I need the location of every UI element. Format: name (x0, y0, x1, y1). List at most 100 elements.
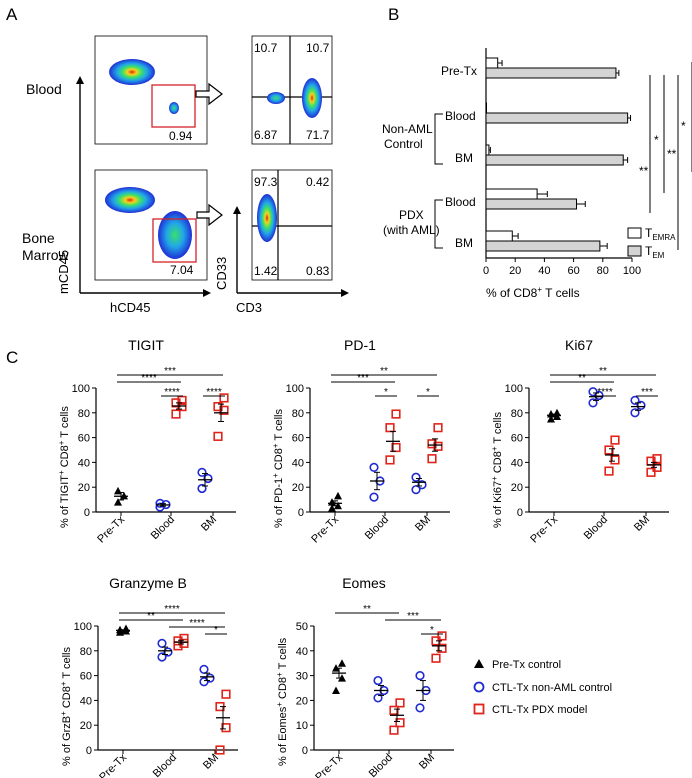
x-tick-label: Pre-Tx (528, 513, 560, 545)
flow-plot-bm-gating: 7.04 (94, 169, 223, 281)
sig-label-4: * (681, 119, 686, 133)
bar-chart-memory-subsets: 0 20 40 60 80 100 (483, 48, 641, 277)
data-point-pdx (427, 439, 437, 449)
arrowhead-up-left (76, 76, 84, 84)
flow-plot-blood-quadrant: 10.7 10.7 6.87 71.7 (251, 35, 333, 145)
y-tick-label: 60 (292, 433, 304, 445)
significance-label: *** (164, 366, 176, 377)
y-axis-label-part: T cells (492, 412, 504, 447)
plot-frame (94, 35, 208, 145)
y-tick-label: 40 (296, 646, 308, 658)
y-tick-label: 40 (511, 457, 523, 469)
legend-temra-t: T (645, 226, 653, 240)
data-point-pdx (610, 455, 620, 465)
bar-tem (485, 240, 601, 252)
data-point-pdx (433, 441, 443, 451)
significance-label: *** (641, 387, 653, 398)
data-point-pdx (610, 435, 620, 445)
data-point-pdx (427, 454, 437, 464)
legend-swatch-tem (627, 245, 642, 257)
data-point-nonaml (415, 703, 425, 713)
y-tick-label: 20 (292, 482, 304, 494)
legend-marker-nonaml (473, 681, 485, 693)
data-point-nonaml (588, 398, 598, 408)
data-point-pretx (334, 491, 342, 500)
x-tick-label: Pre-Tx (95, 513, 127, 545)
b-legend: TEMRA TEM (627, 226, 676, 260)
c-legend: Pre-Tx control CTL-Tx non-AML control CT… (473, 659, 612, 716)
sig-label-1: ** (639, 164, 649, 178)
x-tick-label: Pre-Tx (313, 751, 345, 778)
density-cd33-cells (257, 194, 277, 242)
data-point-pdx (385, 455, 395, 465)
data-point-pdx (395, 698, 405, 708)
y-tick-label: 20 (511, 482, 523, 494)
plot-title: Granzyme B (109, 575, 187, 591)
data-point-pdx (389, 725, 399, 735)
y-axis-label-part: % of PD-1 (273, 478, 285, 528)
data-point-nonaml (630, 395, 640, 406)
legend-tem: TEM (645, 244, 665, 260)
legend-marker-pdx (473, 703, 485, 715)
gate-human-cd45 (152, 218, 197, 263)
x-tick-label: Blood (363, 514, 391, 542)
plot-title: PD-1 (344, 337, 376, 353)
data-point-nonaml (197, 467, 207, 477)
x-tick-label: Pre-Tx (309, 513, 341, 545)
y-tick-label: 40 (78, 457, 90, 469)
significance-label: **** (141, 373, 157, 384)
y-axis-label-part: CD8 (61, 686, 73, 711)
y-axis-label-part: CD8 (277, 677, 289, 702)
bar-temra (485, 144, 490, 156)
data-point-pretx (114, 498, 122, 506)
x-tick-label: BM (201, 752, 221, 772)
x-tick-label: BM (413, 514, 433, 534)
y-axis-label-part: + (275, 702, 284, 707)
density-human-cells (169, 102, 179, 114)
y-axis-label-part: CD8 (59, 445, 71, 470)
y-axis-label-part: + (490, 476, 499, 481)
bar-tem (485, 154, 624, 166)
group-label-pdx-bm: BM (455, 236, 473, 250)
arrowhead-right-left (203, 289, 211, 297)
data-point-nonaml (415, 670, 425, 681)
legend-label-pdx: CTL-Tx PDX model (492, 704, 587, 716)
quadrant-ul: 97.3 (254, 175, 278, 189)
significance-label: ** (363, 604, 371, 615)
data-point-nonaml (199, 664, 209, 675)
y-tick-label: 80 (511, 408, 523, 420)
data-point-nonaml (369, 492, 379, 502)
quadrant-ll: 1.42 (254, 264, 278, 278)
panel-a: A Blood Bone Marrow mCD45 hCD45 CD33 CD3… (6, 5, 349, 315)
y-axis-label-part: % of TIGIT (59, 475, 71, 528)
legend-temra: TEMRA (645, 226, 676, 242)
arrowhead-up-right (233, 206, 241, 214)
density-cd3-cells (302, 78, 322, 118)
group-label-pretx: Pre-Tx (441, 64, 477, 78)
data-point-pdx (177, 395, 187, 406)
b-x-tick-label: 60 (567, 265, 579, 277)
y-axis-label-part: CD8 (492, 451, 504, 476)
y-axis-label: % of Eomes+ CD8+ T cells (275, 637, 289, 766)
bar-tem (485, 198, 578, 210)
y-axis-label-part: % of Eomes (277, 706, 289, 766)
data-point-pretx (332, 686, 340, 694)
data-point-nonaml (373, 693, 383, 703)
y-tick-label: 50 (296, 621, 308, 633)
y-tick-label: 0 (517, 507, 523, 519)
density-mouse-cells (109, 59, 155, 85)
y-tick-label: 100 (74, 621, 92, 633)
y-tick-label: 10 (296, 720, 308, 732)
y-axis-label-part: T cells (277, 637, 289, 672)
y-axis-label: % of PD-1+ CD8+ T cells (271, 409, 285, 528)
x-tick-label: Blood (149, 514, 177, 542)
y-axis-label: % of TIGIT+ CD8+ T cells (57, 406, 71, 528)
data-point-pretx (328, 504, 336, 512)
x-tick-label: Blood (151, 752, 179, 778)
data-point-nonaml (157, 652, 167, 662)
row-label-bone: Bone (22, 230, 55, 246)
panel-b: B Pre-Tx Non-AML Control Blood BM PDX (w… (382, 5, 692, 300)
x-tick-label: Blood (367, 752, 395, 778)
